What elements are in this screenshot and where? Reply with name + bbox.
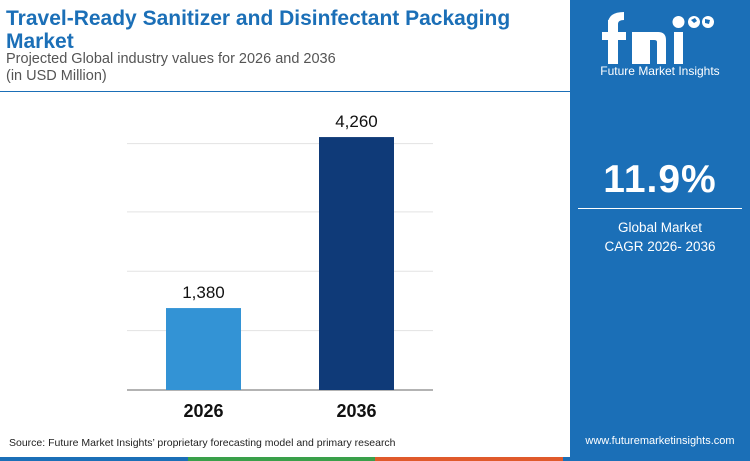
cagr-label-line-2: CAGR 2026- 2036 [604, 239, 716, 254]
subtitle-line-1: Projected Global industry values for 202… [6, 51, 336, 67]
brand-name: Future Market Insights [600, 64, 720, 78]
data-label-2026: 1,380 [182, 283, 225, 302]
category-label-2026: 2026 [183, 401, 223, 421]
bar-chart: 1,380 2026 4,260 2036 [127, 112, 433, 421]
cagr-label-line-1: Global Market [617, 220, 703, 235]
bar-2026 [166, 308, 241, 390]
page-title: Travel-Ready Sanitizer and Disinfectant … [6, 7, 511, 53]
chart-panel: Travel-Ready Sanitizer and Disinfectant … [0, 7, 570, 449]
sidebar-panel: Future Market Insights 11.9% Global Mark… [570, 0, 750, 457]
footer-stripe [0, 457, 750, 461]
footer-stripe-segment [375, 457, 563, 461]
footer-stripe-segment [0, 457, 188, 461]
bar-2036 [319, 137, 394, 390]
footer-stripe-segment [562, 457, 750, 461]
source-note: Source: Future Market Insights’ propriet… [9, 437, 396, 449]
data-label-2036: 4,260 [335, 112, 378, 131]
category-label-2036: 2036 [336, 401, 376, 421]
subtitle-line-2: (in USD Million) [6, 68, 107, 84]
page-subtitle: Projected Global industry values for 202… [6, 51, 336, 85]
cagr-label: Global Market CAGR 2026- 2036 [570, 218, 750, 256]
fmi-logo [602, 12, 714, 64]
footer-stripe-segment [187, 457, 375, 461]
cagr-divider [578, 208, 742, 209]
cagr-value: 11.9% [603, 158, 717, 201]
header-divider [0, 91, 570, 92]
website-link[interactable]: www.futuremarketinsights.com [585, 435, 735, 447]
